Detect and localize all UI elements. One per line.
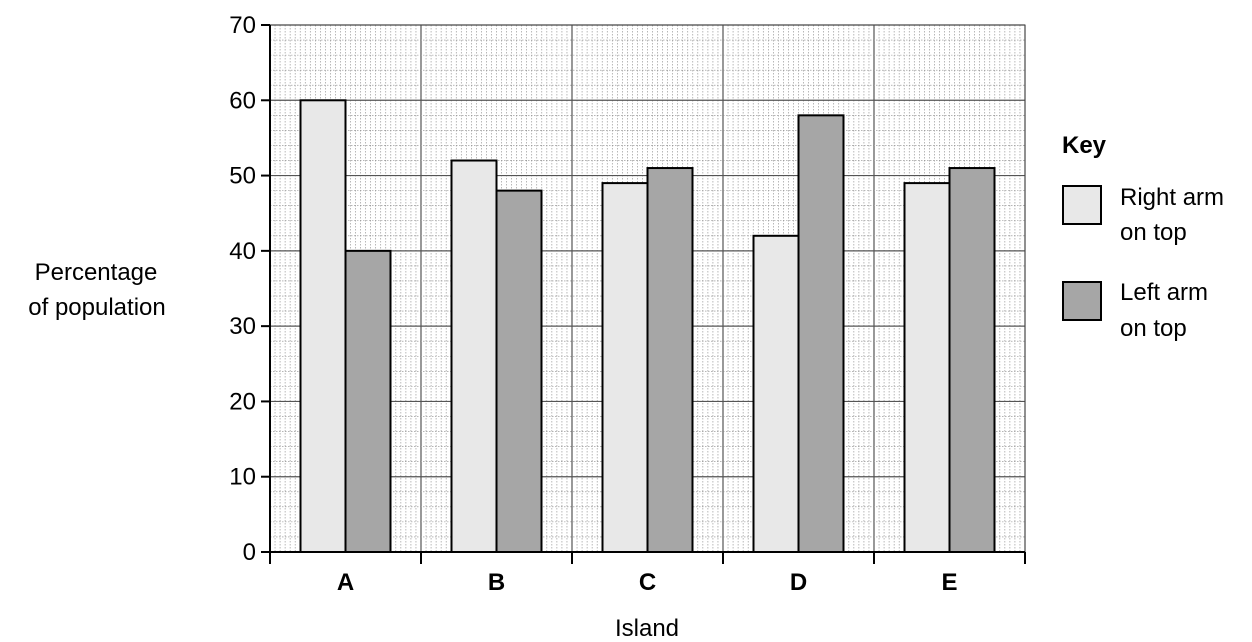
y-tick-label-50: 50: [229, 163, 256, 190]
y-tick-label-40: 40: [229, 238, 256, 265]
x-tick-label-C: C: [639, 569, 656, 596]
x-tick-label-B: B: [488, 569, 505, 596]
x-tick-label-A: A: [337, 569, 354, 596]
legend-swatch-right-arm: [1062, 185, 1102, 225]
bar-B-left-arm: [495, 189, 543, 553]
y-tick-label-60: 60: [229, 87, 256, 114]
bar-E-left-arm: [948, 167, 996, 554]
y-tick-label-20: 20: [229, 388, 256, 415]
bar-A-right-arm: [299, 99, 347, 554]
x-tick-label-E: E: [941, 569, 957, 596]
bar-C-right-arm: [601, 182, 649, 553]
bar-C-left-arm: [646, 167, 694, 554]
y-axis-title-line-2: of population: [28, 294, 165, 321]
bar-D-left-arm: [797, 114, 845, 553]
y-axis-title-line-1: Percentage: [35, 259, 158, 286]
y-tick-label-0: 0: [243, 539, 256, 566]
bar-B-right-arm: [450, 159, 498, 553]
y-tick-label-10: 10: [229, 464, 256, 491]
x-category-labels: A B C D E: [337, 569, 958, 596]
bar-D-right-arm: [752, 234, 800, 554]
legend-label-left-arm-line-2: on top: [1120, 315, 1187, 342]
bar-A-left-arm: [344, 249, 392, 553]
legend-title: Key: [1062, 132, 1107, 159]
legend-label-right-arm-line-1: Right arm: [1120, 184, 1224, 211]
y-tick-label-30: 30: [229, 313, 256, 340]
legend-label-left-arm-line-1: Left arm: [1120, 279, 1208, 306]
y-tick-labels: 0 10 20 30 40 50 60 70: [229, 12, 256, 566]
axes: [261, 24, 1026, 564]
x-tick-label-D: D: [790, 569, 807, 596]
x-axis-title: Island: [615, 615, 679, 642]
legend: Key Right arm on top Left arm on top: [1062, 132, 1224, 342]
legend-label-right-arm-line-2: on top: [1120, 219, 1187, 246]
y-tick-label-70: 70: [229, 12, 256, 39]
legend-swatch-left-arm: [1062, 281, 1102, 321]
bar-E-right-arm: [903, 182, 951, 553]
